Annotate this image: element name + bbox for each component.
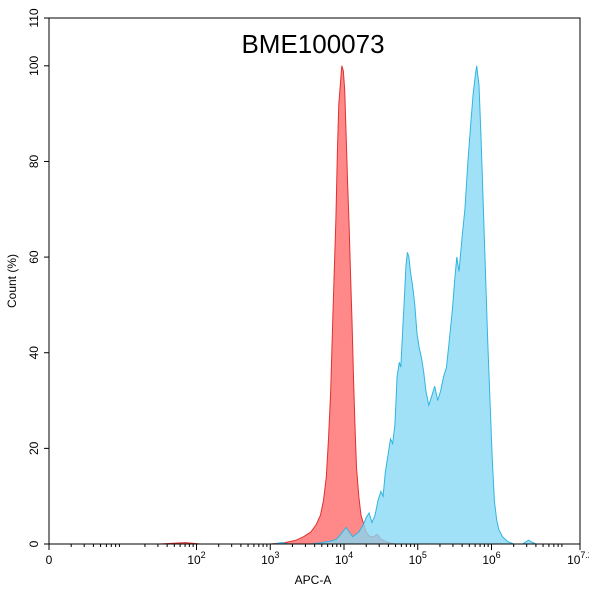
x-tick-label: 102 [187,550,205,567]
axis-layer: 0 20 40 60 80 100 110 0 102 103 104 105 106 107.2 [27,8,589,567]
chart-title: BME100073 [241,29,384,59]
y-tick-label: 40 [27,346,41,360]
x-tick-label: 0 [46,553,53,567]
x-tick-label: 106 [482,550,500,567]
x-tick-label: 103 [261,550,279,567]
y-tick-label: 100 [27,55,41,75]
y-tick-label: 60 [27,250,41,264]
plot-frame [48,17,581,545]
y-axis-label: Count (%) [5,254,19,308]
series-layer [159,65,537,545]
x-axis-label: APC-A [295,573,332,587]
y-tick-label: 110 [27,8,41,27]
y-tick-label: 0 [27,540,41,547]
histogram-series-1 [159,65,396,545]
y-tick-label: 20 [27,441,41,455]
histogram-series-2 [273,65,537,545]
x-tick-label: 107.2 [567,550,589,567]
x-tick-label: 105 [409,550,427,567]
x-tick-label: 104 [335,550,353,567]
y-tick-label: 80 [27,154,41,168]
